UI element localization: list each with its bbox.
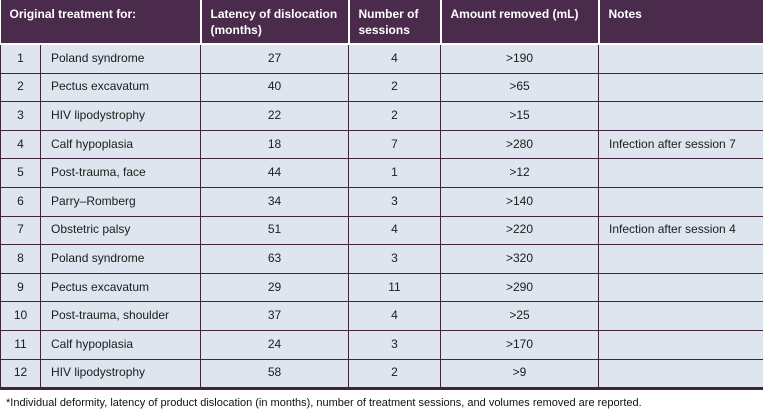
table-row: 12 HIV lipodystrophy 58 2 >9: [0, 358, 763, 391]
cell-row-number: 11: [0, 329, 41, 360]
cell-sessions: 3: [348, 186, 441, 217]
table-row: 1 Poland syndrome 27 4 >190: [0, 43, 763, 74]
cell-latency: 27: [200, 43, 349, 74]
cell-amount: >170: [440, 329, 599, 360]
table-body: 1 Poland syndrome 27 4 >190 2 Pectus excavatum…: [0, 43, 763, 391]
cell-amount: >220: [440, 215, 599, 246]
cell-latency: 34: [200, 186, 349, 217]
cell-sessions: 1: [348, 158, 441, 188]
cell-amount: >140: [440, 186, 599, 217]
treatment-table: Original treatment for: Latency of dislo…: [0, 0, 763, 391]
cell-amount: >280: [440, 129, 599, 160]
cell-latency: 63: [200, 244, 349, 274]
table-footnote: *Individual deformity, latency of produc…: [6, 397, 642, 410]
cell-amount: >12: [440, 158, 599, 188]
cell-amount: >15: [440, 101, 599, 131]
table-row: 6 Parry–Romberg 34 3 >140: [0, 186, 763, 217]
cell-amount: >65: [440, 72, 599, 103]
cell-amount: >320: [440, 244, 599, 274]
cell-row-number: 2: [0, 72, 41, 103]
cell-row-number: 3: [0, 101, 41, 131]
header-row: Original treatment for: Latency of dislo…: [0, 0, 763, 45]
cell-notes: Infection after session 4: [598, 215, 763, 246]
cell-row-number: 5: [0, 158, 41, 188]
cell-sessions: 4: [348, 215, 441, 246]
cell-latency: 22: [200, 101, 349, 131]
table-row: 3 HIV lipodystrophy 22 2 >15: [0, 101, 763, 131]
cell-latency: 58: [200, 358, 349, 391]
cell-row-number: 10: [0, 301, 41, 331]
cell-notes: [598, 272, 763, 303]
cell-sessions: 7: [348, 129, 441, 160]
column-header-sessions: Number of sessions: [347, 0, 441, 45]
cell-amount: >290: [440, 272, 599, 303]
table-row: 7 Obstetric palsy 51 4 >220 Infection after s…: [0, 215, 763, 246]
cell-notes: Infection after session 7: [598, 129, 763, 160]
cell-sessions: 2: [348, 101, 441, 131]
table-row: 10 Post-trauma, shoulder 37 4 >25: [0, 301, 763, 331]
cell-amount: >9: [440, 358, 599, 391]
cell-treatment: Obstetric palsy: [40, 215, 201, 246]
cell-latency: 40: [200, 72, 349, 103]
cell-treatment: Pectus excavatum: [40, 272, 201, 303]
cell-sessions: 11: [348, 272, 441, 303]
cell-notes: [598, 72, 763, 103]
cell-notes: [598, 301, 763, 331]
cell-latency: 29: [200, 272, 349, 303]
cell-row-number: 4: [0, 129, 41, 160]
cell-latency: 51: [200, 215, 349, 246]
cell-notes: [598, 101, 763, 131]
cell-row-number: 8: [0, 244, 41, 274]
cell-sessions: 4: [348, 43, 441, 74]
cell-treatment: Poland syndrome: [40, 43, 201, 74]
cell-notes: [598, 158, 763, 188]
cell-row-number: 7: [0, 215, 41, 246]
cell-notes: [598, 186, 763, 217]
column-header-treatment: Original treatment for:: [0, 0, 201, 45]
cell-notes: [598, 43, 763, 74]
cell-treatment: Post-trauma, face: [40, 158, 201, 188]
cell-notes: [598, 244, 763, 274]
table-header: Original treatment for: Latency of dislo…: [0, 0, 763, 45]
column-header-latency: Latency of dislocation (months): [199, 0, 349, 45]
cell-treatment: Post-trauma, shoulder: [40, 301, 201, 331]
cell-row-number: 1: [0, 43, 41, 74]
table-row: 2 Pectus excavatum 40 2 >65: [0, 72, 763, 103]
cell-latency: 37: [200, 301, 349, 331]
cell-treatment: Calf hypoplasia: [40, 329, 201, 360]
table-row: 8 Poland syndrome 63 3 >320: [0, 244, 763, 274]
cell-latency: 18: [200, 129, 349, 160]
cell-sessions: 2: [348, 358, 441, 391]
cell-row-number: 9: [0, 272, 41, 303]
cell-amount: >25: [440, 301, 599, 331]
cell-sessions: 4: [348, 301, 441, 331]
table-row: 11 Calf hypoplasia 24 3 >170: [0, 329, 763, 360]
cell-notes: [598, 329, 763, 360]
cell-row-number: 6: [0, 186, 41, 217]
table-row: 4 Calf hypoplasia 18 7 >280 Infection after s…: [0, 129, 763, 160]
cell-sessions: 3: [348, 244, 441, 274]
cell-latency: 24: [200, 329, 349, 360]
cell-treatment: HIV lipodystrophy: [40, 101, 201, 131]
cell-amount: >190: [440, 43, 599, 74]
cell-treatment: Pectus excavatum: [40, 72, 201, 103]
table-row: 9 Pectus excavatum 29 11 >290: [0, 272, 763, 303]
cell-treatment: Parry–Romberg: [40, 186, 201, 217]
column-header-notes: Notes: [597, 0, 763, 45]
cell-treatment: Calf hypoplasia: [40, 129, 201, 160]
cell-sessions: 3: [348, 329, 441, 360]
cell-treatment: Poland syndrome: [40, 244, 201, 274]
cell-sessions: 2: [348, 72, 441, 103]
cell-treatment: HIV lipodystrophy: [40, 358, 201, 391]
cell-latency: 44: [200, 158, 349, 188]
table-row: 5 Post-trauma, face 44 1 >12: [0, 158, 763, 188]
column-header-amount: Amount removed (mL): [439, 0, 599, 45]
cell-row-number: 12: [0, 358, 41, 391]
cell-notes: [598, 358, 763, 391]
